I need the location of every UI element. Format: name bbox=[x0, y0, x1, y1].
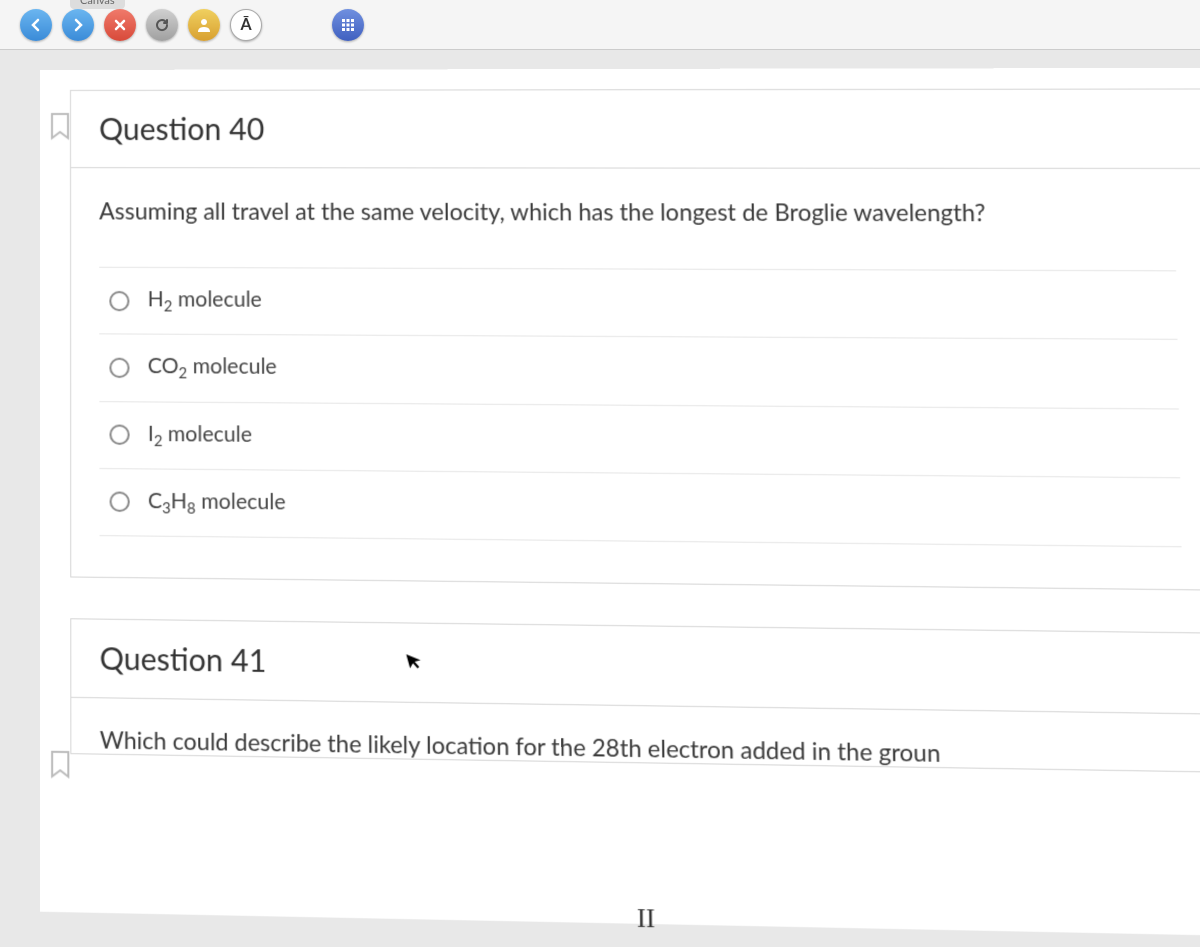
question-prompt: Assuming all travel at the same velocity… bbox=[99, 194, 1175, 229]
answer-option[interactable]: CO2 molecule bbox=[99, 334, 1179, 408]
apps-grid-icon[interactable] bbox=[332, 9, 364, 41]
answer-label: H2 molecule bbox=[148, 286, 262, 316]
answer-option[interactable]: H2 molecule bbox=[99, 267, 1177, 339]
close-button[interactable] bbox=[104, 9, 136, 41]
question-header: Question 40 bbox=[71, 90, 1200, 169]
question-body: Assuming all travel at the same velocity… bbox=[71, 168, 1200, 589]
user-icon[interactable] bbox=[188, 9, 220, 41]
answer-option[interactable]: C3H8 molecule bbox=[99, 468, 1181, 547]
browser-toolbar: Canvas Ā bbox=[0, 0, 1200, 50]
quiz-page: Question 40 Assuming all travel at the s… bbox=[40, 68, 1200, 936]
font-button[interactable]: Ā bbox=[230, 9, 262, 41]
question-card-41: Question 41 Which could describe the lik… bbox=[70, 618, 1200, 772]
answer-list: H2 molecule CO2 molecule I2 molecule C3H… bbox=[99, 267, 1181, 547]
back-button[interactable] bbox=[20, 9, 52, 41]
bookmark-icon[interactable] bbox=[48, 750, 72, 781]
answer-label: C3H8 molecule bbox=[148, 487, 286, 518]
bookmark-icon[interactable] bbox=[48, 112, 72, 142]
radio-icon bbox=[109, 291, 129, 311]
answer-label: CO2 molecule bbox=[148, 353, 277, 383]
forward-button[interactable] bbox=[62, 9, 94, 41]
question-title: Question 41 bbox=[100, 640, 1185, 692]
reload-button[interactable] bbox=[146, 9, 178, 41]
answer-option[interactable]: I2 molecule bbox=[99, 401, 1180, 477]
question-card-40: Question 40 Assuming all travel at the s… bbox=[70, 88, 1200, 590]
radio-icon bbox=[109, 358, 129, 378]
radio-icon bbox=[110, 492, 130, 513]
roman-numeral: II bbox=[637, 903, 655, 935]
radio-icon bbox=[109, 425, 129, 445]
answer-label: I2 molecule bbox=[148, 420, 252, 450]
question-title: Question 40 bbox=[99, 110, 1174, 147]
tab-label: Canvas bbox=[70, 0, 125, 9]
